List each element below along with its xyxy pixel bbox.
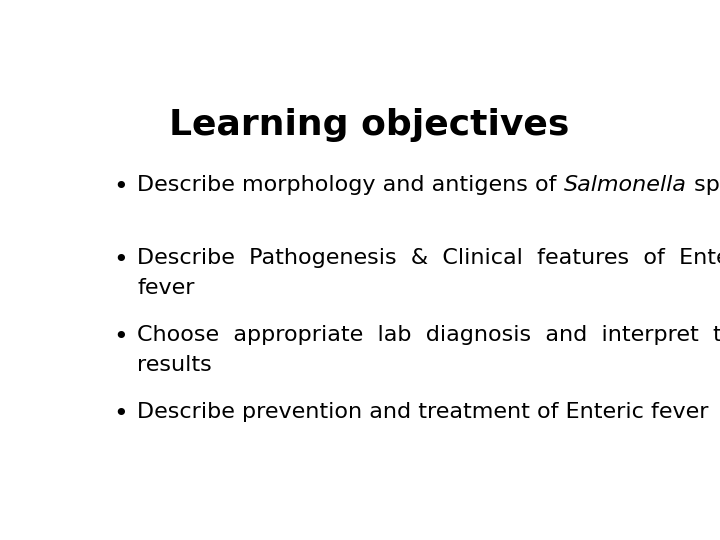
Text: Choose  appropriate  lab  diagnosis  and  interpret  the: Choose appropriate lab diagnosis and int… [138, 325, 720, 345]
Text: •: • [113, 325, 128, 349]
Text: Describe morphology and antigens of: Describe morphology and antigens of [138, 175, 564, 195]
Text: •: • [113, 248, 128, 272]
Text: results: results [138, 355, 212, 375]
Text: spp.: spp. [687, 175, 720, 195]
Text: fever: fever [138, 278, 195, 298]
Text: Learning objectives: Learning objectives [168, 109, 570, 143]
Text: •: • [113, 175, 128, 199]
Text: •: • [113, 402, 128, 426]
Text: Describe  Pathogenesis  &  Clinical  features  of  Enteric: Describe Pathogenesis & Clinical feature… [138, 248, 720, 268]
Text: Describe prevention and treatment of Enteric fever: Describe prevention and treatment of Ent… [138, 402, 709, 422]
Text: Salmonella: Salmonella [564, 175, 687, 195]
